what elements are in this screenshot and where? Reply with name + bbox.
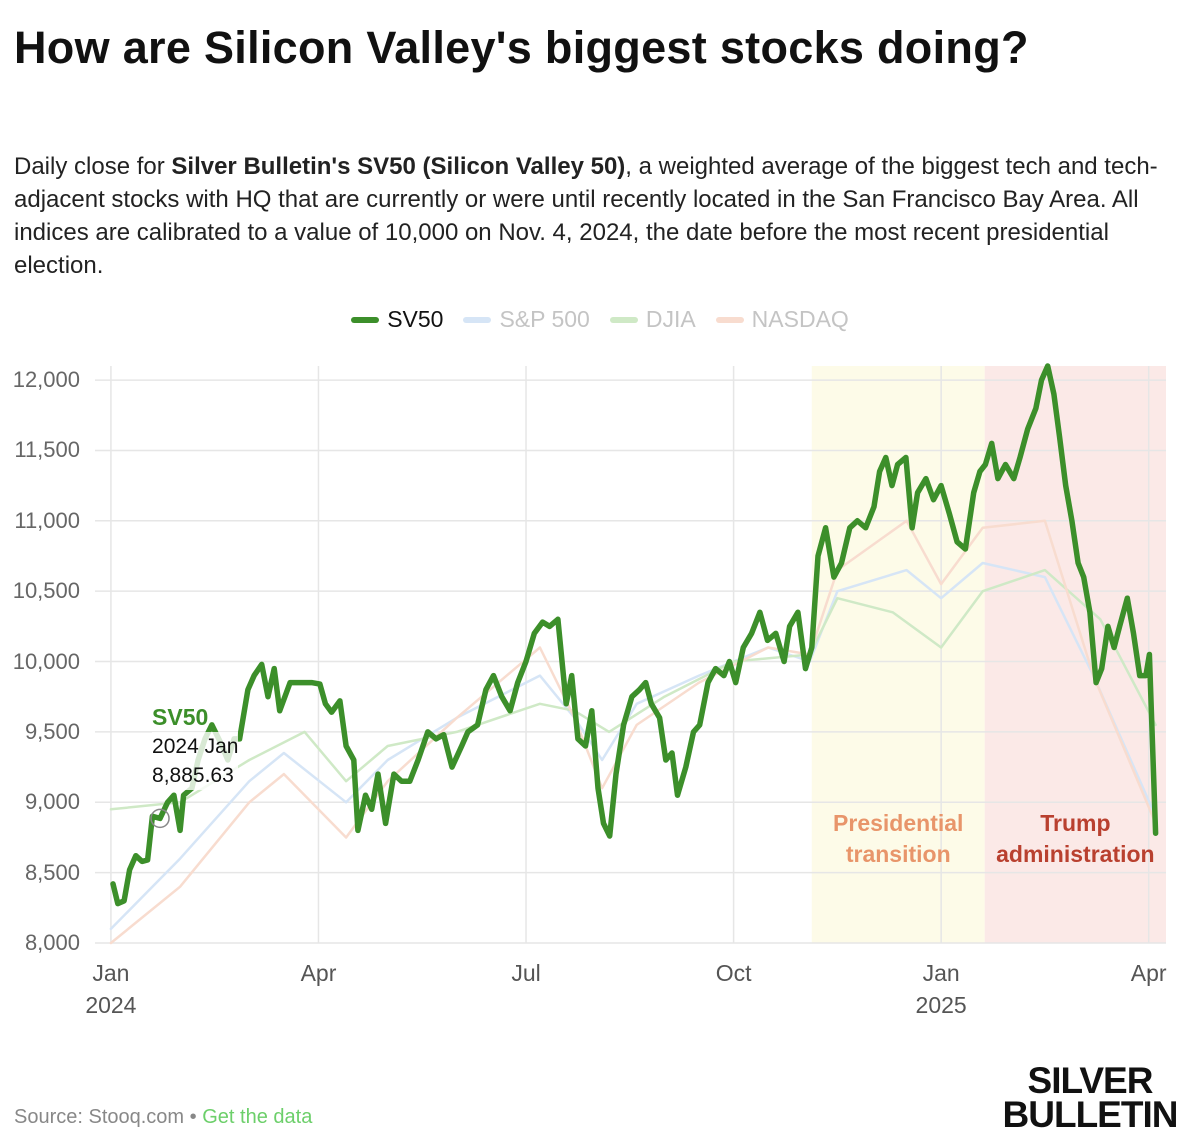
chart-title: How are Silicon Valley's biggest stocks … [14, 22, 1029, 73]
line [109, 519, 1157, 945]
x-tick-label: Apr [300, 960, 337, 986]
x-tick-label: Oct [715, 960, 752, 986]
band-label: Presidential transition [833, 810, 964, 867]
legend-label: DJIA [645, 306, 696, 332]
x-tick-label: Jan 2025 [915, 960, 967, 1018]
line [110, 363, 1159, 907]
subtitle-part: , a weighted average of the biggest tech… [14, 153, 1158, 279]
y-tick-label: 8,000 [24, 930, 80, 955]
y-tick-label: 10,000 [12, 648, 80, 674]
x-tick-label: Jul [511, 960, 541, 986]
tooltip-value: 8,885.63 [152, 761, 239, 791]
y-tick-label: 11,500 [14, 437, 80, 463]
legend-swatch [463, 316, 492, 323]
subtitle-bold: Silver Bulletin's SV50 (Silicon Valley 5… [171, 153, 626, 180]
data-link[interactable]: Get the data [202, 1106, 313, 1128]
chart-subtitle: Daily close for Silver Bulletin's SV50 (… [14, 150, 1184, 282]
legend-swatch [351, 316, 380, 323]
source-text: Source: Stooq.com [14, 1106, 185, 1128]
y-tick-label: 9,500 [24, 718, 80, 744]
legend-swatch [715, 316, 744, 323]
y-tick-label: 8,500 [24, 859, 80, 885]
logo-line: SILVER [1027, 1060, 1154, 1101]
band-label: Trump administration [996, 810, 1155, 867]
y-tick-label: 9,000 [24, 789, 80, 815]
subtitle-part: Daily close for [14, 153, 172, 180]
source: Source: Stooq.com • Get the data [14, 1106, 312, 1129]
line [109, 568, 1157, 811]
legend-item[interactable]: SV50 [351, 306, 443, 333]
legend-label: S&P 500 [499, 306, 590, 332]
legend-item[interactable]: DJIA [609, 306, 696, 333]
legend-item[interactable]: S&P 500 [463, 306, 590, 333]
x-tick-label: Jan 2024 [85, 960, 137, 1018]
legend-label: NASDAQ [751, 306, 849, 332]
y-tick-label: 10,500 [12, 578, 80, 604]
legend-label: SV50 [387, 306, 444, 332]
tooltip-date: 2024 Jan [152, 732, 239, 762]
x-tick-label: Apr [1130, 960, 1167, 986]
legend: SV50 S&P 500 DJIA NASDAQ [0, 306, 1200, 333]
legend-swatch [609, 316, 638, 323]
separator: • [189, 1106, 197, 1128]
logo-line: BULLETIN [1002, 1094, 1179, 1135]
tooltip-series: SV50 [152, 704, 209, 731]
line [109, 561, 1157, 931]
legend-item[interactable]: NASDAQ [715, 306, 849, 333]
logo: SILVER BULLETIN [1000, 1060, 1180, 1135]
tooltip-marker [150, 808, 170, 829]
y-tick-label: 11,000 [14, 507, 80, 533]
tooltip: SV50 2024 Jan 8,885.63 [152, 703, 239, 791]
y-tick-label: 12,000 [12, 367, 80, 393]
